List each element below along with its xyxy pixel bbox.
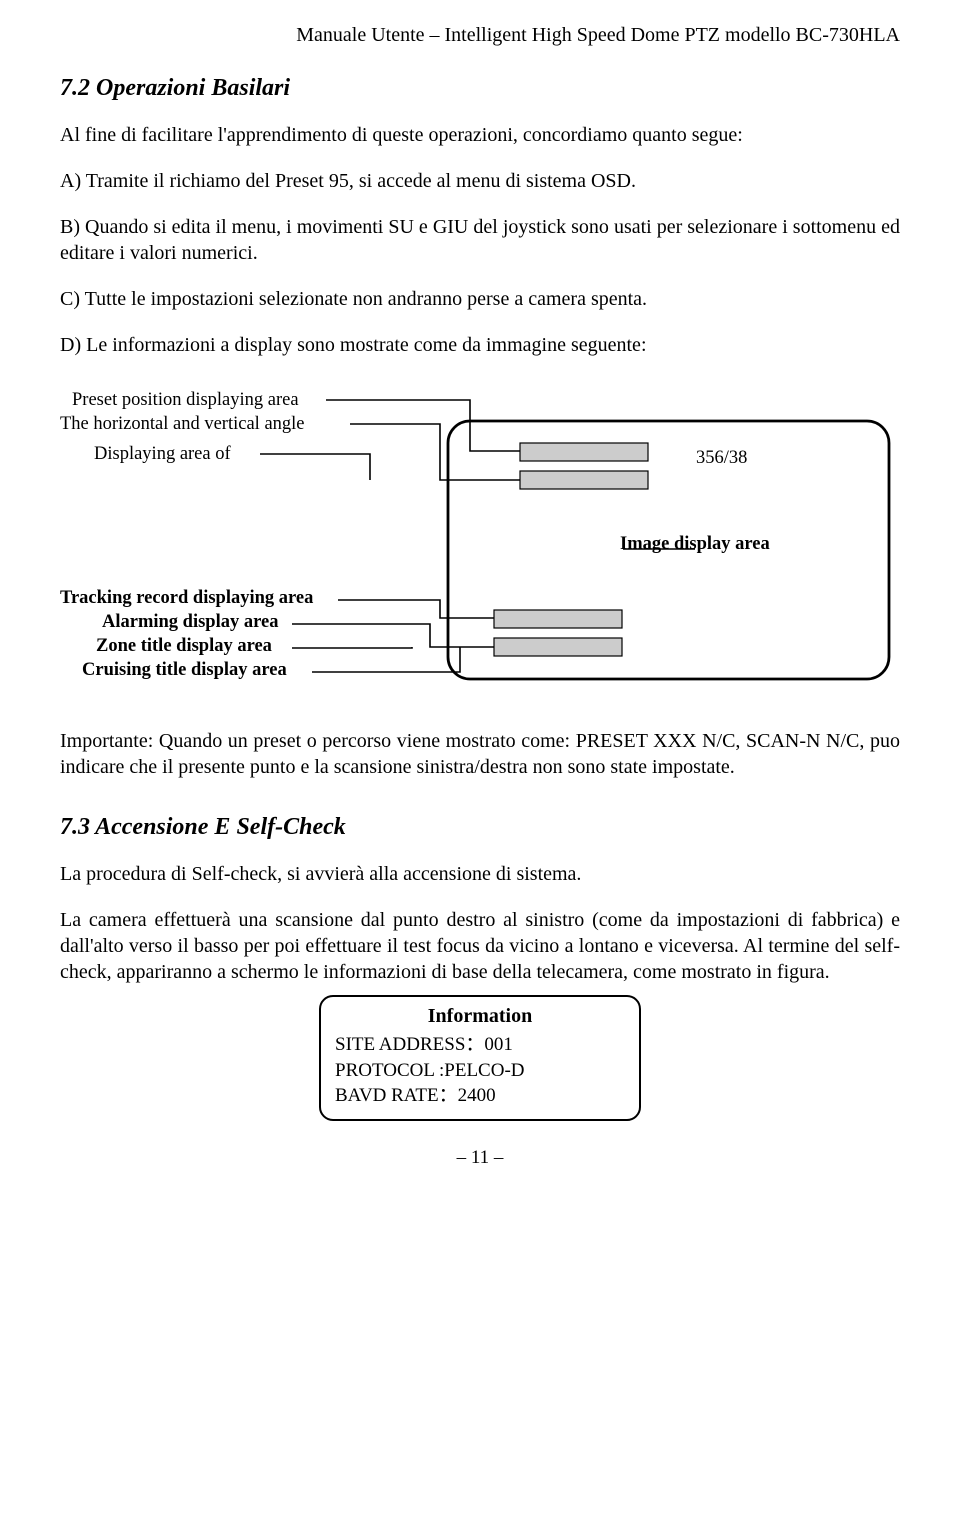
info-line-2: BAVD RATE：2400 bbox=[335, 1083, 625, 1109]
page-number: – 11 – bbox=[60, 1147, 900, 1169]
diagram-label-zone: Zone title display area bbox=[96, 636, 272, 657]
information-box: Information SITE ADDRESS：001 PROTOCOL :P… bbox=[319, 995, 641, 1121]
display-areas-diagram: Preset position displaying area The horiz… bbox=[60, 388, 900, 708]
item-d: D) Le informazioni a display sono mostra… bbox=[60, 332, 900, 358]
section-7-3-p1: La procedura di Self-check, si avvierà a… bbox=[60, 861, 900, 887]
info-line-0: SITE ADDRESS：001 bbox=[335, 1032, 625, 1058]
item-a: A) Tramite il richiamo del Preset 95, si… bbox=[60, 168, 900, 194]
diagram-label-alarming: Alarming display area bbox=[102, 612, 278, 633]
section-7-3-p2: La camera effettuerà una scansione dal p… bbox=[60, 907, 900, 985]
diagram-label-angle: The horizontal and vertical angle bbox=[60, 414, 305, 435]
diagram-label-image: Image display area bbox=[620, 534, 770, 555]
section-7-2-title: 7.2 Operazioni Basilari bbox=[60, 75, 900, 102]
section-7-3-title: 7.3 Accensione E Self-Check bbox=[60, 814, 900, 841]
information-title: Information bbox=[335, 1005, 625, 1028]
item-b: B) Quando si edita il menu, i movimenti … bbox=[60, 214, 900, 266]
intro-paragraph: Al fine di facilitare l'apprendimento di… bbox=[60, 122, 900, 148]
diagram-label-coord: 356/38 bbox=[696, 448, 747, 469]
info-line-1: PROTOCOL :PELCO-D bbox=[335, 1058, 625, 1084]
item-c: C) Tutte le impostazioni selezionate non… bbox=[60, 286, 900, 312]
page-header: Manuale Utente – Intelligent High Speed … bbox=[60, 24, 900, 47]
page: Manuale Utente – Intelligent High Speed … bbox=[0, 0, 960, 1209]
diagram-label-tracking: Tracking record displaying area bbox=[60, 588, 313, 609]
diagram-label-dispof: Displaying area of bbox=[94, 444, 231, 465]
importante-paragraph: Importante: Quando un preset o percorso … bbox=[60, 728, 900, 780]
diagram-label-cruising: Cruising title display area bbox=[82, 660, 287, 681]
diagram-label-preset: Preset position displaying area bbox=[72, 390, 299, 411]
